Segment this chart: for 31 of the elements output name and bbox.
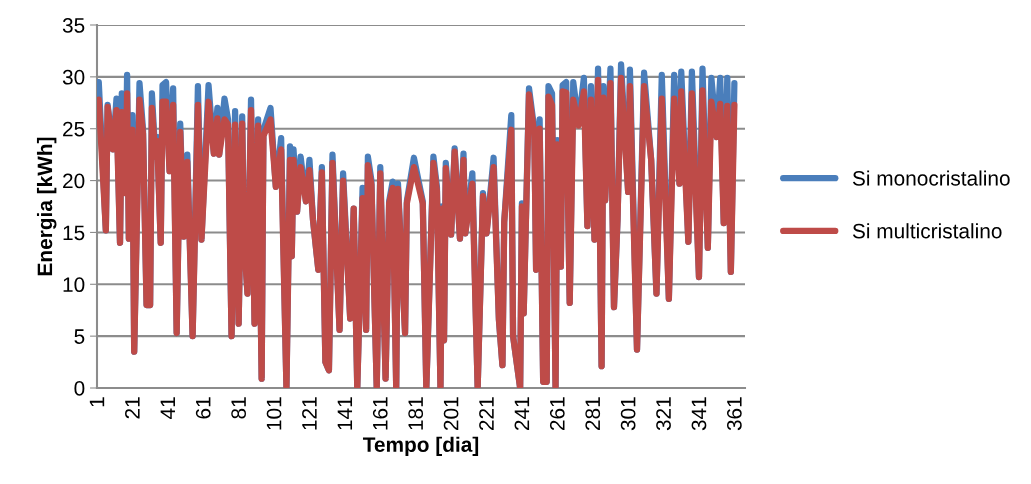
x-tick-label: 321	[656, 397, 671, 431]
x-tick-label: 241	[514, 397, 530, 431]
x-tick-label: 61	[195, 397, 211, 419]
y-tick-label: 10	[63, 277, 85, 293]
x-tick-label: 361	[726, 397, 742, 431]
x-tick-label: 181	[408, 397, 424, 430]
x-tick-label: 21	[125, 397, 140, 419]
x-tick-label: 341	[691, 397, 707, 431]
x-tick-label: 221	[479, 397, 494, 431]
x-tick-label: 161	[372, 397, 388, 430]
y-tick-label: 30	[62, 69, 85, 85]
x-tick-label: 281	[585, 397, 601, 431]
x-tick-label: 41	[160, 397, 175, 420]
x-tick-label: 121	[302, 397, 317, 430]
y-tick-label: 20	[63, 173, 85, 189]
x-tick-label: 201	[443, 397, 459, 431]
x-tick-label: 101	[266, 397, 282, 430]
x-tick-label: 1	[89, 397, 105, 407]
y-tick-label: 35	[62, 18, 85, 33]
y-tick-label: 25	[63, 121, 85, 137]
x-tick-label: 261	[549, 397, 565, 431]
y-tick-label: 5	[74, 329, 85, 344]
x-tick-label: 141	[337, 397, 353, 430]
legend-label: Si monocristalino	[852, 170, 1010, 186]
x-axis-title: Tempo [dia]	[362, 436, 479, 457]
legend-label: Si multicristalino	[852, 223, 1002, 239]
x-tick-label: 301	[620, 397, 636, 431]
y-tick-label: 15	[63, 225, 85, 241]
y-tick-label: 0	[74, 381, 85, 396]
y-axis-title: Energia [kWh]	[36, 137, 57, 276]
x-tick-label: 81	[231, 397, 246, 419]
